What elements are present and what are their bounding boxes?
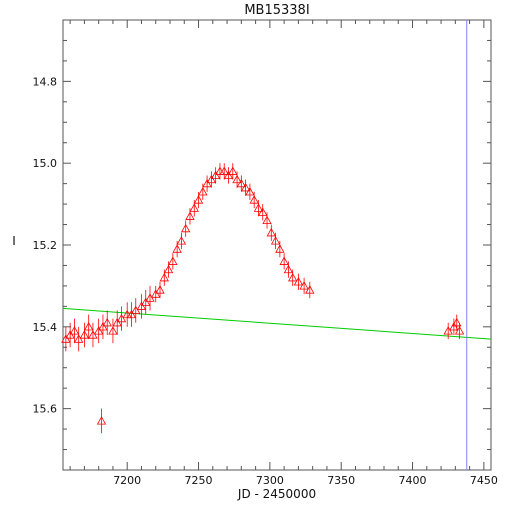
plot-frame [62, 19, 492, 471]
data-point [84, 321, 94, 331]
data-point [293, 276, 304, 286]
data-layer [61, 163, 465, 434]
data-point [61, 334, 71, 343]
data-point [163, 264, 174, 274]
data-point [275, 244, 285, 253]
data-point [65, 330, 75, 339]
data-point [198, 186, 208, 196]
data-point [88, 330, 98, 339]
data-point [108, 326, 118, 335]
y-axis-label: I [12, 234, 16, 248]
chart-title: MB15338I [244, 3, 309, 18]
data-point [168, 256, 178, 265]
x-tick-label: 7350 [327, 474, 355, 487]
data-point [210, 170, 221, 180]
data-point [452, 317, 462, 327]
model-layer [62, 20, 492, 470]
y-tick-label: 15.4 [33, 321, 58, 334]
data-point [443, 326, 453, 335]
data-point [236, 178, 247, 188]
data-point [249, 195, 259, 204]
data-point [126, 309, 137, 319]
x-tick-label: 7450 [470, 474, 498, 487]
data-point [266, 227, 276, 237]
outlier-point [96, 416, 107, 425]
data-point [98, 321, 108, 331]
data-point [232, 174, 242, 184]
x-tick-label: 7400 [399, 474, 427, 487]
data-point [245, 186, 255, 196]
data-point [253, 203, 264, 212]
y-axis-ticks: 14.8 15.0 15.2 15.4 15.6 [33, 39, 491, 451]
data-point [189, 203, 199, 212]
data-point [69, 326, 80, 335]
x-axis-label: JD - 2450000 [237, 487, 316, 501]
data-point [449, 321, 459, 331]
data-point [223, 170, 234, 180]
data-point [228, 166, 238, 175]
data-point [112, 317, 122, 327]
data-point [202, 178, 212, 188]
data-point [141, 297, 151, 306]
data-point [270, 236, 281, 245]
data-point [219, 166, 229, 175]
data-point [262, 215, 272, 225]
data-point [193, 195, 204, 204]
x-tick-label: 7200 [113, 474, 141, 487]
data-point [279, 256, 289, 265]
data-point [176, 236, 187, 245]
data-point [74, 334, 84, 343]
data-point [151, 289, 161, 298]
data-point [240, 182, 251, 192]
data-point [206, 174, 217, 184]
data-point [185, 211, 195, 220]
x-tick-label: 7250 [185, 474, 213, 487]
data-point [116, 313, 127, 323]
data-point [102, 317, 112, 327]
data-point [145, 293, 155, 302]
data-point [181, 223, 191, 233]
data-point [79, 330, 90, 339]
data-point [159, 272, 169, 282]
x-axis-ticks: 7200 7250 7300 7350 7400 7450 [69, 20, 498, 487]
data-point [288, 272, 298, 282]
data-point [454, 326, 465, 335]
y-tick-label: 14.8 [33, 75, 58, 88]
data-point [93, 326, 104, 335]
y-tick-label: 15.0 [33, 157, 58, 170]
y-tick-label: 15.6 [33, 403, 58, 416]
data-point [155, 285, 165, 294]
data-point [136, 301, 147, 310]
data-point [131, 305, 141, 315]
data-point [258, 207, 268, 216]
data-point [299, 281, 309, 290]
y-tick-label: 15.2 [33, 239, 58, 252]
data-point [172, 244, 182, 253]
x-tick-label: 7300 [256, 474, 284, 487]
data-point [305, 285, 315, 294]
data-point [283, 264, 294, 274]
